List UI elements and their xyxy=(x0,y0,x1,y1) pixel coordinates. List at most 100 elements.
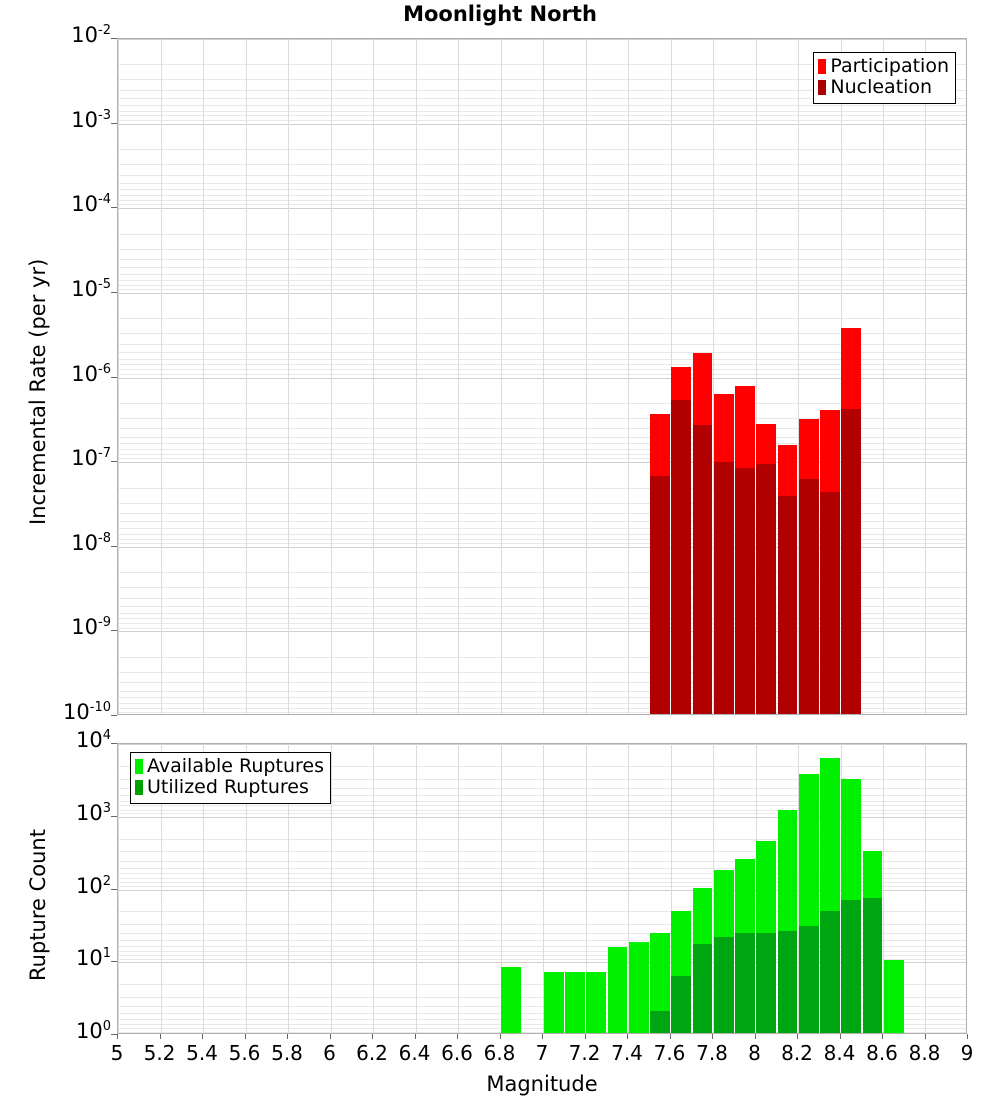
bar-utilized-ruptures xyxy=(671,976,691,1033)
x-axis-tick-label: 8.4 xyxy=(823,1041,856,1065)
y-axis-tick-label: 10-7 xyxy=(71,446,111,471)
x-axis-tickmark xyxy=(542,1034,543,1039)
bar-nucleation xyxy=(777,495,798,714)
y-axis-tick-label: 10-9 xyxy=(71,615,111,640)
x-axis-tickmark xyxy=(499,1034,501,1039)
bar-nucleation xyxy=(650,475,670,714)
bar-available-ruptures xyxy=(586,971,606,1033)
bar-available-ruptures xyxy=(607,947,628,1033)
bar-nucleation xyxy=(713,462,734,714)
legend-item-available-ruptures: Available Ruptures xyxy=(135,755,324,777)
legend-top: Participation Nucleation xyxy=(813,52,956,104)
legend-label-participation: Participation xyxy=(830,55,949,77)
x-axis-tickmark xyxy=(117,1034,118,1039)
top-y-axis-label: Incremental Rate (per yr) xyxy=(26,258,50,525)
bar-utilized-ruptures xyxy=(692,943,713,1033)
bar-nucleation xyxy=(692,425,713,714)
bar-available-ruptures xyxy=(501,967,521,1033)
x-axis-tick-label: 7.4 xyxy=(611,1041,643,1065)
bar-available-ruptures xyxy=(565,971,585,1033)
bar-nucleation xyxy=(841,409,861,714)
y-axis-tickmark xyxy=(111,38,117,39)
y-axis-tickmark xyxy=(111,545,117,547)
y-axis-tickmark xyxy=(111,1034,117,1035)
x-axis-tickmark xyxy=(924,1034,926,1039)
x-axis-tickmark xyxy=(414,1034,416,1039)
y-axis-tick-label: 10-6 xyxy=(71,361,111,386)
x-axis-tick-label: 6.6 xyxy=(441,1041,473,1065)
bar-available-ruptures xyxy=(650,932,670,1033)
x-axis-tick-label: 8.6 xyxy=(866,1041,898,1065)
y-axis-tick-label: 10-2 xyxy=(71,23,111,47)
x-axis-tick-label: 6.4 xyxy=(398,1041,431,1065)
x-axis-tickmark xyxy=(457,1034,458,1039)
y-axis-tick-label: 100 xyxy=(75,1019,111,1043)
y-axis-tick-label: 10-10 xyxy=(63,700,111,724)
x-axis-tick-label: 5.2 xyxy=(143,1041,176,1065)
bar-utilized-ruptures xyxy=(756,932,776,1033)
y-axis-tickmark xyxy=(111,715,117,716)
bar-available-ruptures xyxy=(543,971,564,1033)
y-axis-tick-label: 101 xyxy=(75,946,111,971)
x-axis-tickmark xyxy=(797,1034,798,1039)
bar-utilized-ruptures xyxy=(650,1011,670,1033)
legend-label-available-ruptures: Available Ruptures xyxy=(147,755,324,777)
x-axis-tickmark xyxy=(712,1034,713,1039)
bar-utilized-ruptures xyxy=(777,931,798,1033)
x-axis-tick-label: 7.8 xyxy=(696,1041,728,1065)
x-axis-tick-label: 7.6 xyxy=(653,1041,686,1065)
legend-item-participation: Participation xyxy=(818,55,949,77)
x-axis-tickmark xyxy=(372,1034,373,1039)
y-axis-tickmark xyxy=(111,122,117,124)
x-axis-tickmark xyxy=(754,1034,756,1039)
bar-utilized-ruptures xyxy=(862,897,883,1033)
y-axis-tickmark xyxy=(111,815,117,817)
x-axis-tickmark xyxy=(669,1034,671,1039)
x-axis-tickmark xyxy=(627,1034,628,1039)
bar-utilized-ruptures xyxy=(820,911,840,1033)
bottom-y-axis-label: Rupture Count xyxy=(26,828,50,981)
bar-utilized-ruptures xyxy=(798,925,819,1033)
x-axis-tick-label: 6.2 xyxy=(356,1041,388,1065)
y-axis-tickmark xyxy=(111,743,117,744)
x-axis-tickmark xyxy=(839,1034,841,1039)
x-axis-tickmark xyxy=(329,1034,331,1039)
incremental-rate-plot: Participation Nucleation xyxy=(117,38,967,715)
y-axis-tick-label: 10-3 xyxy=(71,107,111,132)
x-axis-tickmark xyxy=(244,1034,246,1039)
bar-nucleation xyxy=(798,478,819,714)
x-axis-tick-label: 8 xyxy=(748,1041,761,1065)
bar-available-ruptures xyxy=(883,960,904,1033)
utilized-ruptures-swatch-icon xyxy=(135,780,143,796)
bar-utilized-ruptures xyxy=(735,932,755,1033)
x-axis-label: Magnitude xyxy=(486,1072,598,1096)
legend-label-utilized-ruptures: Utilized Ruptures xyxy=(147,775,309,798)
top-bar-series xyxy=(118,39,966,714)
legend-item-nucleation: Nucleation xyxy=(818,77,949,98)
y-axis-tickmark xyxy=(111,888,117,890)
bar-nucleation xyxy=(671,399,691,714)
x-axis-tick-label: 5.6 xyxy=(228,1041,261,1065)
x-axis-tick-label: 8.8 xyxy=(908,1041,941,1065)
x-axis-tick-label: 5 xyxy=(110,1041,124,1065)
x-axis-tick-label: 7 xyxy=(535,1041,549,1065)
y-axis-tick-label: 10-8 xyxy=(71,530,111,555)
x-axis-tick-label: 5.4 xyxy=(186,1041,218,1065)
x-axis-tickmark xyxy=(584,1034,586,1039)
x-axis-tickmark xyxy=(882,1034,883,1039)
bar-nucleation xyxy=(756,464,776,714)
bar-nucleation xyxy=(820,492,840,714)
x-axis-tickmark xyxy=(287,1034,288,1039)
y-axis-tickmark xyxy=(111,461,117,463)
legend-bottom: Available Ruptures Utilized Ruptures xyxy=(130,752,331,804)
x-axis-tick-label: 7.2 xyxy=(568,1041,601,1065)
x-axis-tick-label: 6.8 xyxy=(483,1041,516,1065)
y-axis-tickmark xyxy=(111,207,117,209)
bar-utilized-ruptures xyxy=(713,936,734,1033)
x-axis-tick-label: 9 xyxy=(960,1041,974,1065)
bar-available-ruptures xyxy=(628,941,649,1033)
y-axis-tickmark xyxy=(111,376,117,378)
x-axis-tickmark xyxy=(159,1034,161,1039)
y-axis-tick-label: 10-4 xyxy=(71,192,111,217)
